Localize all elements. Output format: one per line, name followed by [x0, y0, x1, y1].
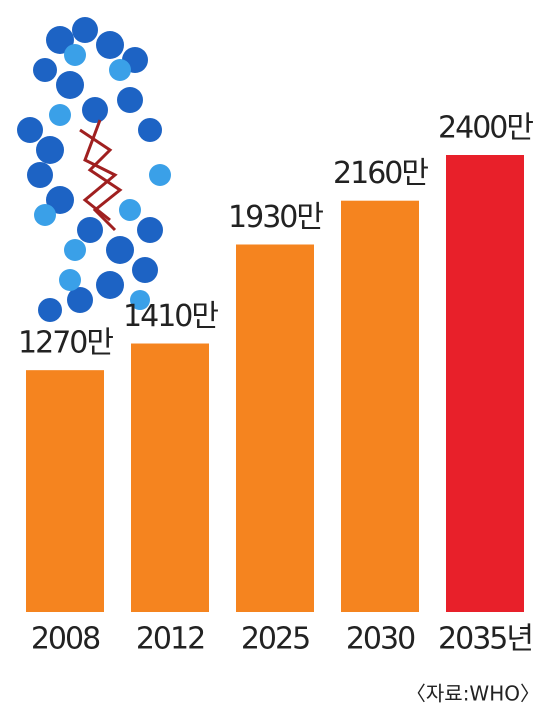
- bar: [236, 244, 314, 612]
- bar: [341, 200, 419, 612]
- x-tick-label: 2025: [241, 622, 309, 657]
- value-label: 1270만: [18, 326, 113, 361]
- bar: [26, 370, 104, 612]
- value-label: 1930만: [228, 200, 323, 235]
- x-tick-label: 2030: [346, 622, 415, 657]
- source-note: 〈자료:WHO〉: [406, 682, 540, 706]
- bar: [131, 343, 209, 612]
- bar: [446, 155, 524, 612]
- x-tick-label: 2008: [31, 622, 100, 657]
- value-label: 1410만: [123, 299, 218, 334]
- molecule-illustration: [17, 17, 171, 322]
- value-label: 2160만: [333, 156, 428, 191]
- value-label: 2400만: [438, 111, 533, 146]
- x-tick-label: 2035년: [438, 622, 532, 657]
- x-tick-label: 2012: [136, 622, 204, 657]
